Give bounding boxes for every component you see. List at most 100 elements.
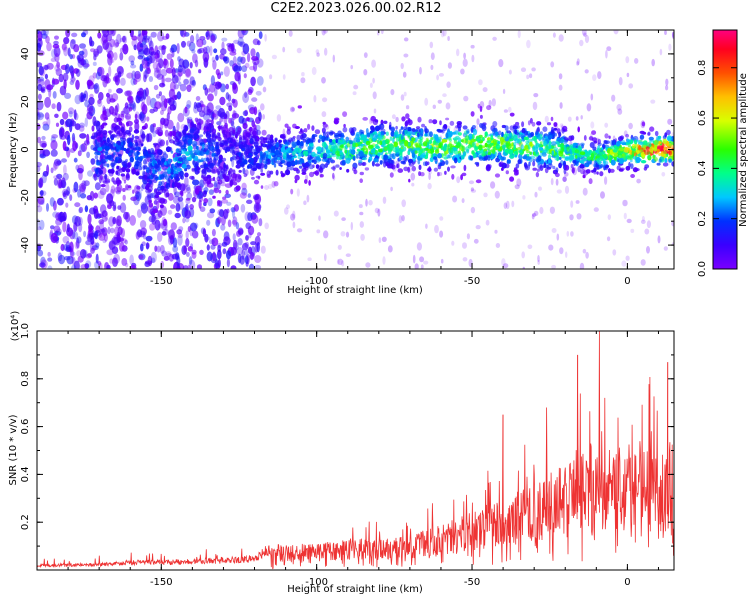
heatmap-noise-cell <box>262 86 267 93</box>
heatmap-noise-cell <box>532 101 538 111</box>
heatmap-ridge-cell <box>595 150 599 153</box>
heatmap-ridge-cell <box>449 120 455 126</box>
heatmap-noise-cell <box>403 91 407 97</box>
heatmap-ridge-cell <box>269 142 274 147</box>
heatmap-noise-cell <box>113 52 118 61</box>
heatmap-ridge-cell <box>238 169 242 173</box>
heatmap-noise-cell <box>307 257 312 262</box>
heatmap-noise-cell <box>105 183 110 193</box>
heatmap-noise-cell <box>251 214 259 224</box>
heatmap-noise-cell <box>558 34 564 42</box>
heatmap-ridge-cell <box>588 149 591 154</box>
heatmap-noise-cell <box>177 234 183 246</box>
heatmap-noise-cell <box>521 251 525 259</box>
heatmap-ridge-cell <box>604 133 609 139</box>
heatmap-ridge-cell <box>359 178 364 183</box>
heatmap-ridge-cell <box>244 145 250 150</box>
heatmap-ridge-cell <box>344 149 348 154</box>
heatmap-ridge-cell <box>264 163 268 170</box>
heatmap-noise-cell <box>214 258 219 269</box>
heatmap-ridge-cell <box>231 155 238 161</box>
heatmap-ridge-cell <box>165 146 171 153</box>
heatmap-ridge-cell <box>311 125 315 131</box>
heatmap-noise-cell <box>46 203 49 212</box>
heatmap-noise-cell <box>87 170 94 177</box>
heatmap-ridge-cell <box>209 168 216 173</box>
heatmap-ridge-cell <box>640 160 647 164</box>
heatmap-ridge-cell <box>403 166 409 172</box>
heatmap-noise-cell <box>75 123 81 131</box>
heatmap-ridge-cell <box>315 164 320 169</box>
heatmap-noise-cell <box>176 255 181 267</box>
heatmap-noise-cell <box>112 204 117 212</box>
heatmap-noise-cell <box>400 62 404 70</box>
heatmap-ridge-cell <box>351 126 357 132</box>
heatmap-ridge-cell <box>229 146 235 150</box>
heatmap-ridge-cell <box>472 133 475 139</box>
heatmap-ridge-cell <box>395 148 401 155</box>
heatmap-ridge-cell <box>199 151 205 156</box>
snr-series-line <box>37 331 674 570</box>
heatmap-ridge-cell <box>312 164 315 168</box>
heatmap-ridge-cell <box>225 164 229 170</box>
heatmap-noise-cell <box>248 263 255 269</box>
heatmap-ridge-cell <box>176 153 182 157</box>
heatmap-ridge-cell <box>361 157 368 161</box>
heatmap-ridge-cell <box>626 155 632 161</box>
heatmap-noise-cell <box>53 40 59 46</box>
heatmap-noise-cell <box>42 123 50 131</box>
heatmap-ridge-cell <box>117 130 121 135</box>
heatmap-noise-cell <box>82 63 90 68</box>
heatmap-noise-cell <box>179 30 184 37</box>
heatmap-noise-cell <box>206 244 210 251</box>
heatmap-noise-cell <box>138 254 144 260</box>
heatmap-ridge-cell <box>511 134 514 141</box>
heatmap-noise-cell <box>37 205 43 213</box>
heatmap-noise-cell <box>468 180 475 185</box>
heatmap-ridge-cell <box>242 122 248 130</box>
heatmap-ridge-cell <box>367 158 371 163</box>
heatmap-ridge-cell <box>116 165 120 170</box>
heatmap-ridge-cell <box>225 189 229 195</box>
heatmap-ridge-cell <box>513 169 519 173</box>
heatmap-noise-cell <box>522 266 525 269</box>
heatmap-ridge-cell <box>327 159 330 164</box>
heatmap-noise-cell <box>345 253 351 257</box>
heatmap-noise-cell <box>462 257 468 262</box>
heatmap-noise-cell <box>170 204 176 209</box>
heatmap-noise-cell <box>646 220 652 229</box>
heatmap-ridge-cell <box>128 130 132 137</box>
heatmap-noise-cell <box>70 248 74 259</box>
heatmap-ridge-cell <box>484 142 488 148</box>
heatmap-noise-cell <box>182 217 186 224</box>
heatmap-noise-cell <box>321 111 327 118</box>
heatmap-ridge-cell <box>243 173 247 178</box>
y-tick-label: 0.4 <box>20 466 31 482</box>
heatmap-ridge-cell <box>260 185 264 189</box>
heatmap-ridge-cell <box>529 141 533 147</box>
heatmap-noise-cell <box>143 74 147 83</box>
heatmap-ridge-cell <box>308 150 312 156</box>
heatmap-noise-cell <box>241 187 248 196</box>
heatmap-noise-cell <box>646 246 650 254</box>
heatmap-ridge-cell <box>366 132 371 138</box>
heatmap-ridge-cell <box>397 168 404 173</box>
heatmap-noise-cell <box>51 134 58 139</box>
heatmap-noise-cell <box>39 190 44 196</box>
heatmap-ridge-cell <box>106 137 110 144</box>
heatmap-ridge-cell <box>122 163 127 167</box>
heatmap-ridge-cell <box>509 176 515 182</box>
heatmap-noise-cell <box>63 79 67 90</box>
heatmap-noise-cell <box>140 243 144 252</box>
heatmap-ridge-cell <box>176 182 181 189</box>
heatmap-noise-cell <box>37 226 42 231</box>
heatmap-noise-cell <box>665 85 669 91</box>
heatmap-ridge-cell <box>107 130 114 134</box>
heatmap-noise-cell <box>182 265 189 269</box>
heatmap-noise-cell <box>470 189 477 193</box>
heatmap-noise-cell <box>50 149 58 157</box>
heatmap-noise-cell <box>80 264 88 269</box>
heatmap-noise-cell <box>414 263 419 269</box>
heatmap-ridge-cell <box>260 168 264 173</box>
